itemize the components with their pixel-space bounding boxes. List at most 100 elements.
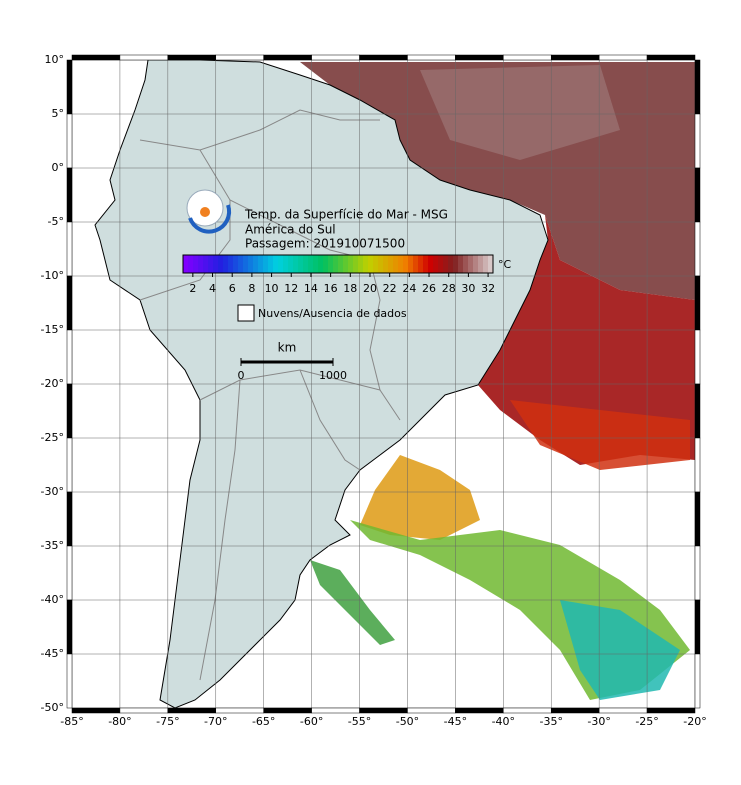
colorbar-cell — [488, 255, 494, 273]
colorbar-cell — [468, 255, 474, 273]
frame-segment — [359, 707, 408, 714]
colorbar-tick-label: 12 — [284, 282, 298, 295]
colorbar-cell — [398, 255, 404, 273]
sst-cyan — [560, 600, 680, 700]
lon-tick-label: -40° — [492, 715, 515, 728]
colorbar-tick-label: 14 — [304, 282, 318, 295]
frame-segment — [66, 275, 73, 331]
colorbar-cell — [473, 255, 479, 273]
frame-segment — [311, 707, 360, 714]
scale-bar-body — [241, 360, 333, 364]
frame-segment — [71, 707, 121, 714]
frame-segment — [646, 707, 696, 714]
colorbar-cell — [198, 255, 204, 273]
scale-tick-label: 1000 — [319, 369, 347, 382]
colorbar-cell — [413, 255, 419, 273]
colorbar-cell — [243, 255, 249, 273]
frame-segment — [263, 707, 312, 714]
colorbar-cell — [453, 255, 459, 273]
lat-tick-label: -25° — [41, 431, 64, 444]
colorbar-cell — [348, 255, 354, 273]
lon-tick-label: -80° — [108, 715, 131, 728]
colorbar-cell — [483, 255, 489, 273]
legend-label: Nuvens/Ausencia de dados — [258, 307, 407, 320]
colorbar-cell — [333, 255, 339, 273]
lon-tick-label: -55° — [348, 715, 371, 728]
colorbar-tick-label: 4 — [209, 282, 216, 295]
colorbar-cell — [233, 255, 239, 273]
title-line: Passagem: 201910071500 — [245, 237, 405, 251]
colorbar-cell — [288, 255, 294, 273]
lon-tick-label: -60° — [300, 715, 323, 728]
colorbar-tick-label: 28 — [442, 282, 456, 295]
colorbar-cell — [283, 255, 289, 273]
colorbar-cell — [188, 255, 194, 273]
frame-segment — [694, 275, 701, 331]
frame-segment — [407, 54, 456, 61]
frame-segment — [694, 167, 701, 223]
lat-tick-label: 5° — [52, 107, 65, 120]
colorbar-cell — [443, 255, 449, 273]
colorbar-cell — [258, 255, 264, 273]
colorbar-cell — [433, 255, 439, 273]
colorbar-tick-label: 24 — [402, 282, 416, 295]
frame-segment — [311, 54, 360, 61]
colorbar-tick-label: 22 — [383, 282, 397, 295]
logo — [186, 189, 232, 234]
colorbar-cell — [328, 255, 334, 273]
colorbar-cell — [448, 255, 454, 273]
colorbar-cell — [408, 255, 414, 273]
colorbar-cell — [298, 255, 304, 273]
colorbar-cell — [248, 255, 254, 273]
colorbar-cell — [203, 255, 209, 273]
colorbar-cell — [388, 255, 394, 273]
colorbar-cell — [263, 255, 269, 273]
frame-segment — [66, 221, 73, 277]
lon-tick-label: -35° — [539, 715, 562, 728]
title-line: América do Sul — [245, 223, 336, 237]
frame-segment — [455, 707, 504, 714]
colorbar-cell — [278, 255, 284, 273]
lat-tick-label: -40° — [41, 593, 64, 606]
frame-segment — [694, 383, 701, 439]
colorbar-cell — [393, 255, 399, 273]
logo-arc — [188, 204, 232, 234]
lon-tick-label: -50° — [396, 715, 419, 728]
frame-segment — [263, 54, 312, 61]
lat-tick-label: -20° — [41, 377, 64, 390]
frame-segment — [119, 54, 169, 61]
frame-segment — [694, 221, 701, 277]
sst-field — [300, 62, 695, 700]
frame-segment — [66, 437, 73, 493]
sst-light-brown — [420, 65, 620, 160]
frame-segment — [66, 113, 73, 169]
colorbar-cell — [458, 255, 464, 273]
colorbar-cell — [253, 255, 259, 273]
frame-segment — [598, 54, 648, 61]
frame-segment — [119, 707, 169, 714]
frame-segment — [167, 54, 217, 61]
colorbar-cell — [323, 255, 329, 273]
colorbar-cell — [268, 255, 274, 273]
frame-segment — [694, 59, 701, 115]
frame-segment — [66, 329, 73, 385]
colorbar-tick-label: 10 — [265, 282, 279, 295]
colorbar-tick-label: 18 — [343, 282, 357, 295]
colorbar-tick-label: 30 — [461, 282, 475, 295]
frame-segment — [550, 707, 600, 714]
sst-orange — [360, 455, 480, 540]
colorbar-cell — [238, 255, 244, 273]
frame-segment — [694, 491, 701, 547]
frame-segment — [66, 599, 73, 655]
frame-segment — [598, 707, 648, 714]
colorbar-cell — [438, 255, 444, 273]
colorbar-cell — [343, 255, 349, 273]
colorbar-cell — [318, 255, 324, 273]
title-line: Temp. da Superfície do Mar - MSG — [244, 208, 448, 222]
colorbar-cell — [478, 255, 484, 273]
frame-segment — [71, 54, 121, 61]
frame-segment — [66, 653, 73, 709]
frame-segment — [694, 437, 701, 493]
scale-unit: km — [278, 341, 297, 355]
colorbar-tick-label: 6 — [229, 282, 236, 295]
